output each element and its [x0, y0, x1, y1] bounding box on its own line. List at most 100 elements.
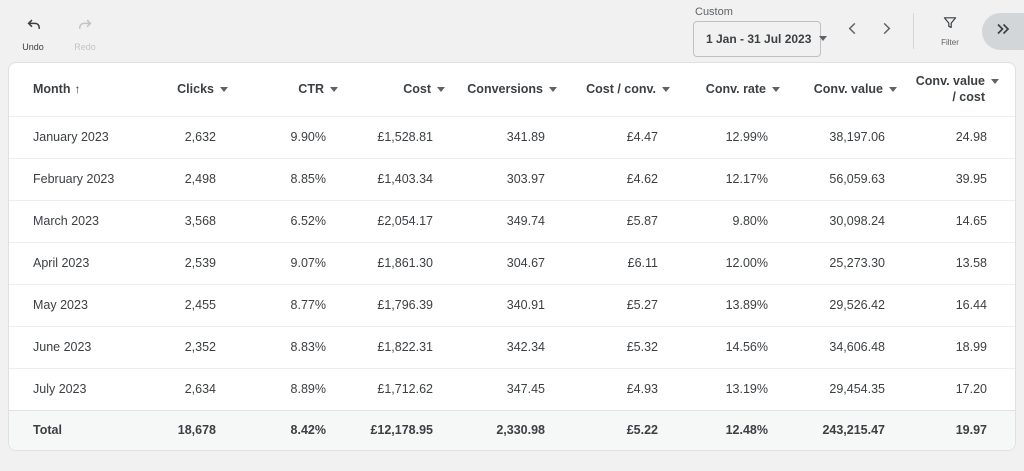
cell-month: March 2023: [9, 199, 159, 242]
cell-conv-rate: 14.56%: [686, 325, 796, 368]
cell-conv-value: 56,059.63: [796, 157, 913, 200]
cell-cost-conv: £5.87: [573, 199, 686, 242]
cell-conv-value: 29,454.35: [796, 367, 913, 410]
total-cell-cost-conv: £5.22: [573, 409, 686, 450]
cell-cost: £1,528.81: [354, 115, 461, 158]
column-header-month[interactable]: Month ↑: [9, 63, 159, 116]
cell-conv-value-cost: 16.44: [913, 283, 1015, 326]
column-label: Conversions: [467, 82, 543, 97]
previous-period-button[interactable]: [835, 14, 869, 48]
cell-cost-conv: £4.62: [573, 157, 686, 200]
undo-button[interactable]: Undo: [14, 17, 52, 52]
cell-conversions: 304.67: [461, 241, 573, 284]
cell-clicks: 2,632: [159, 115, 244, 158]
column-menu-caret-icon: [991, 79, 999, 85]
total-cell-conversions: 2,330.98: [461, 409, 573, 450]
undo-icon: [25, 17, 42, 39]
column-label: Cost: [403, 82, 431, 97]
redo-icon: [77, 17, 94, 39]
cell-conv-value-cost: 17.20: [913, 367, 1015, 410]
column-header-cost-conv[interactable]: Cost / conv.: [573, 63, 686, 116]
cell-cost: £1,712.62: [354, 367, 461, 410]
cell-clicks: 2,539: [159, 241, 244, 284]
column-label: Conv. value / cost: [915, 74, 985, 105]
redo-button[interactable]: Redo: [66, 17, 104, 52]
cell-conv-value-cost: 24.98: [913, 115, 1015, 158]
table-row: January 2023 2,632 9.90% £1,528.81 341.89 £4.…: [9, 115, 1015, 158]
cell-ctr: 8.89%: [244, 367, 354, 410]
column-header-ctr[interactable]: CTR: [244, 63, 354, 116]
expand-panel-button[interactable]: [982, 12, 1024, 50]
report-table-card: Month ↑ Clicks CTR Cost Conversions Cost / con…: [8, 62, 1016, 451]
date-range-selector[interactable]: 1 Jan - 31 Jul 2023: [693, 20, 828, 57]
cell-conv-rate: 12.17%: [686, 157, 796, 200]
cell-cost-conv: £5.27: [573, 283, 686, 326]
cell-month: February 2023: [9, 157, 159, 200]
next-period-button[interactable]: [869, 14, 903, 48]
column-header-conv-rate[interactable]: Conv. rate: [686, 63, 796, 116]
cell-conv-value-cost: 39.95: [913, 157, 1015, 200]
cell-cost-conv: £4.93: [573, 367, 686, 410]
filter-funnel-icon: [942, 15, 958, 36]
cell-cost: £1,796.39: [354, 283, 461, 326]
cell-clicks: 2,634: [159, 367, 244, 410]
cell-conv-value-cost: 13.58: [913, 241, 1015, 284]
sort-ascending-icon: ↑: [74, 82, 81, 97]
chevron-left-icon: [845, 21, 860, 41]
cell-ctr: 9.07%: [244, 241, 354, 284]
table-row: June 2023 2,352 8.83% £1,822.31 342.34 £5.32 1…: [9, 325, 1015, 368]
filter-label: Filter: [941, 38, 959, 47]
double-chevron-right-icon: [995, 21, 1011, 42]
cell-month: July 2023: [9, 367, 159, 410]
cell-cost-conv: £4.47: [573, 115, 686, 158]
table-body: January 2023 2,632 9.90% £1,528.81 341.89 £4.…: [9, 115, 1015, 450]
cell-conv-value-cost: 18.99: [913, 325, 1015, 368]
cell-conv-rate: 13.89%: [686, 283, 796, 326]
report-table: Month ↑ Clicks CTR Cost Conversions Cost / con…: [9, 63, 1015, 450]
cell-conv-rate: 12.99%: [686, 115, 796, 158]
date-range-value: 1 Jan - 31 Jul 2023: [706, 31, 812, 46]
total-cell-clicks: 18,678: [159, 409, 244, 450]
total-cell-ctr: 8.42%: [244, 409, 354, 450]
total-cell-conv-value-cost: 19.97: [913, 409, 1015, 450]
column-header-cost[interactable]: Cost: [354, 63, 461, 116]
cell-ctr: 6.52%: [244, 199, 354, 242]
column-label: CTR: [298, 82, 324, 97]
cell-conversions: 349.74: [461, 199, 573, 242]
total-row: Total 18,678 8.42% £12,178.95 2,330.98 £5.22 1…: [9, 409, 1015, 450]
total-cell-conv-rate: 12.48%: [686, 409, 796, 450]
cell-month: June 2023: [9, 325, 159, 368]
date-range-group: Custom 1 Jan - 31 Jul 2023: [693, 6, 828, 57]
undo-redo-group: Undo Redo: [14, 17, 104, 52]
column-label: Clicks: [177, 82, 214, 97]
column-header-conv-value[interactable]: Conv. value: [796, 63, 913, 116]
cell-month: January 2023: [9, 115, 159, 158]
total-cell-conv-value: 243,215.47: [796, 409, 913, 450]
cell-clicks: 2,455: [159, 283, 244, 326]
cell-conv-value-cost: 14.65: [913, 199, 1015, 242]
cell-conversions: 347.45: [461, 367, 573, 410]
cell-cost: £2,054.17: [354, 199, 461, 242]
cell-ctr: 8.77%: [244, 283, 354, 326]
cell-ctr: 8.83%: [244, 325, 354, 368]
cell-conv-rate: 13.19%: [686, 367, 796, 410]
cell-cost-conv: £6.11: [573, 241, 686, 284]
column-label: Month: [33, 82, 71, 97]
column-menu-caret-icon: [772, 87, 780, 93]
cell-cost: £1,822.31: [354, 325, 461, 368]
cell-month: May 2023: [9, 283, 159, 326]
cell-conversions: 342.34: [461, 325, 573, 368]
filter-button[interactable]: Filter: [928, 15, 972, 47]
column-header-conversions[interactable]: Conversions: [461, 63, 573, 116]
table-row: March 2023 3,568 6.52% £2,054.17 349.74 £5.87…: [9, 199, 1015, 242]
cell-clicks: 2,498: [159, 157, 244, 200]
column-header-conv-value-cost[interactable]: Conv. value / cost: [913, 63, 1015, 116]
cell-conv-rate: 12.00%: [686, 241, 796, 284]
cell-conv-value: 25,273.30: [796, 241, 913, 284]
cell-ctr: 9.90%: [244, 115, 354, 158]
column-header-clicks[interactable]: Clicks: [159, 63, 244, 116]
header-row: Month ↑ Clicks CTR Cost Conversions Cost / con…: [9, 63, 1015, 116]
cell-conv-value: 29,526.42: [796, 283, 913, 326]
cell-conv-value: 38,197.06: [796, 115, 913, 158]
column-menu-caret-icon: [662, 87, 670, 93]
